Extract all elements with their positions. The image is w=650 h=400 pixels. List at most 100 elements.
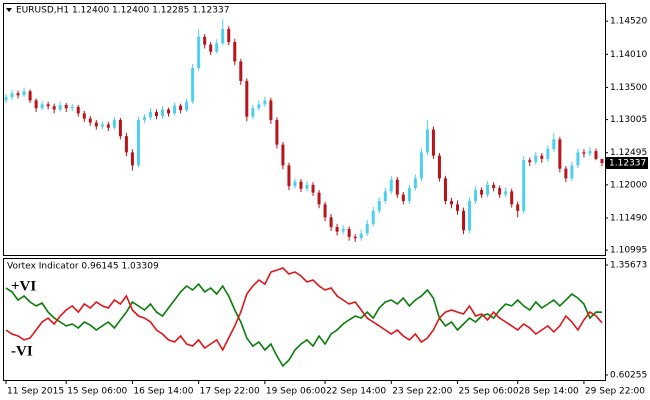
- candle-body: [287, 165, 291, 187]
- candle-body: [173, 105, 177, 114]
- candle-body: [34, 100, 38, 109]
- candle-body: [516, 204, 520, 211]
- candle-body: [293, 181, 297, 187]
- candle-body: [257, 104, 261, 109]
- candle-body: [407, 188, 411, 202]
- candle-body: [504, 191, 508, 195]
- candle-body: [197, 36, 201, 68]
- candle-body: [227, 28, 231, 42]
- candle-body: [94, 122, 98, 127]
- x-tick-label: 22 Sep 14:00: [326, 387, 386, 397]
- y-tick-label: 1.13500: [610, 83, 647, 93]
- candle-body: [281, 144, 285, 166]
- candle-body: [10, 93, 14, 98]
- candle-body: [40, 104, 44, 109]
- y-tick-label: 1.12000: [610, 180, 647, 190]
- candle-body: [269, 100, 273, 120]
- legend-label: +VI: [11, 278, 36, 294]
- candle-body: [161, 109, 165, 117]
- candle-body: [233, 41, 237, 62]
- candle-body: [124, 136, 128, 153]
- x-tick-label: 19 Sep 06:00: [266, 387, 326, 397]
- indicator-panel: [3, 258, 606, 381]
- candle-body: [462, 210, 466, 231]
- candle-body: [395, 179, 399, 195]
- candle-body: [100, 124, 104, 127]
- candle-body: [377, 201, 381, 211]
- candle-body: [305, 184, 309, 189]
- candle-body: [425, 129, 429, 153]
- candle-body: [353, 236, 357, 239]
- candle-body: [419, 152, 423, 179]
- candle-body: [76, 106, 80, 114]
- candle-body: [185, 101, 189, 111]
- candle-body: [576, 152, 580, 166]
- price-label-bg: [606, 156, 648, 169]
- candle-body: [179, 105, 183, 111]
- candle-body: [335, 227, 339, 232]
- x-tick-label: 25 Sep 06:00: [459, 387, 519, 397]
- candle-body: [443, 178, 447, 202]
- candle-body: [498, 188, 502, 195]
- candle-body: [365, 223, 369, 234]
- candle-body: [486, 184, 490, 195]
- main-panel: [3, 3, 606, 256]
- candle-body: [534, 155, 538, 163]
- candle-body: [130, 152, 134, 166]
- candle-body: [4, 97, 8, 101]
- chart-title: EURUSD,H1 1.12400 1.12400 1.12285 1.1233…: [16, 6, 229, 16]
- vi-line: [5, 282, 603, 368]
- x-tick-label: 15 Sep 06:00: [67, 387, 127, 397]
- candle-body: [136, 119, 140, 166]
- price-label: 1.12337: [609, 158, 646, 168]
- candle-body: [347, 229, 351, 237]
- candle-body: [64, 104, 68, 109]
- candle-body: [389, 179, 393, 192]
- candle-body: [82, 113, 86, 119]
- candle-body: [564, 168, 568, 179]
- candle-body: [88, 118, 92, 123]
- y-tick-label: 1.14010: [610, 50, 647, 60]
- candle-body: [112, 119, 116, 128]
- candle-body: [600, 158, 604, 163]
- legend-label: -VI: [11, 343, 33, 359]
- candle-body: [275, 119, 279, 145]
- x-tick-label: 29 Sep 22:00: [585, 387, 645, 397]
- candle-body: [468, 201, 472, 231]
- y-tick-label: 1.11490: [610, 213, 647, 223]
- candle-body: [203, 36, 207, 45]
- candle-body: [155, 112, 159, 117]
- candle-body: [221, 28, 225, 44]
- candle-body: [570, 165, 574, 179]
- candle-body: [401, 194, 405, 202]
- candle-body: [323, 204, 327, 218]
- candle-body: [70, 106, 74, 109]
- candle-body: [142, 117, 146, 120]
- candle-body: [383, 191, 387, 202]
- candle-body: [52, 106, 56, 110]
- candle-body: [245, 80, 249, 117]
- candle-body: [413, 178, 417, 189]
- x-tick-label: 23 Sep 22:00: [392, 387, 452, 397]
- candle-body: [46, 104, 50, 107]
- x-tick-label: 11 Sep 2015: [7, 387, 64, 397]
- y-tick-label: 0.60255: [610, 371, 647, 381]
- candle-body: [148, 112, 152, 118]
- candle-body: [28, 91, 32, 101]
- candle-body: [329, 217, 333, 228]
- candle-body: [106, 124, 110, 128]
- candle-body: [558, 139, 562, 169]
- candle-body: [474, 190, 478, 202]
- candle-body: [215, 43, 219, 52]
- candle-body: [449, 201, 453, 205]
- vi-line: [5, 267, 603, 352]
- y-tick-label: 1.35673: [610, 260, 647, 270]
- candle-body: [22, 91, 26, 96]
- menu-arrow: [6, 8, 12, 12]
- candle-body: [16, 93, 20, 96]
- candle-body: [359, 233, 363, 239]
- candle-body: [456, 204, 460, 211]
- x-tick-label: 28 Sep 14:00: [519, 387, 579, 397]
- candle-body: [167, 109, 171, 114]
